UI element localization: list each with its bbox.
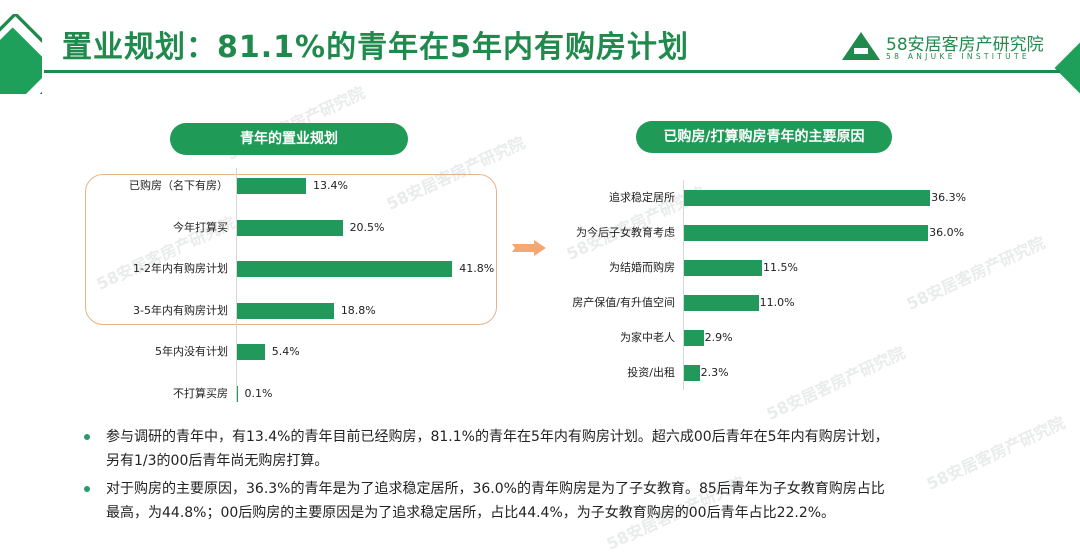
chart-row: 已购房（名下有房） 13.4% (0, 177, 1080, 195)
data-bar (684, 225, 929, 241)
value-label: 13.4% (313, 179, 348, 192)
note-item: 参与调研的青年中，有13.4%的青年目前已经购房，81.1%的青年在5年内有购房… (84, 425, 1044, 473)
left-diamond-decoration (0, 14, 42, 94)
data-bar (684, 365, 700, 381)
value-label: 2.3% (700, 366, 729, 379)
data-bar (237, 261, 453, 277)
chart-row: 3-5年内有购房计划 18.8% (0, 302, 1080, 320)
page-title: 置业规划：81.1%的青年在5年内有购房计划 (62, 30, 689, 65)
title-underline (44, 70, 1060, 73)
category-label: 为结婚而购房 (609, 261, 675, 274)
value-label: 0.1% (244, 386, 273, 400)
note-item: 对于购房的主要原因，36.3%的青年是为了追求稳定居所，36.0%的青年购房是为… (84, 477, 1044, 525)
value-label: 36.0% (929, 226, 965, 239)
left-chart-axis (236, 168, 237, 402)
data-bar (237, 302, 334, 319)
category-label: 5年内没有计划 (155, 345, 228, 358)
right-chart-title: 已购房/打算购房青年的主要原因 (636, 121, 892, 153)
data-bar (237, 344, 265, 360)
bullet-icon (84, 486, 90, 492)
data-bar (237, 178, 306, 194)
value-label: 5.4% (271, 345, 300, 358)
bullet-icon (84, 434, 90, 440)
highlight-box (85, 174, 497, 325)
logo-triangle-cutout (854, 48, 868, 54)
chart-row: 追求稳定居所 36.3% (0, 189, 1080, 207)
category-label: 投资/出租 (627, 366, 675, 379)
chart-row: 为家中老人 2.9% (0, 329, 1080, 347)
value-label: 36.3% (931, 191, 967, 204)
category-label: 为家中老人 (620, 331, 675, 344)
category-label: 不打算买房 (173, 386, 228, 400)
value-label: 20.5% (349, 220, 385, 234)
value-label: 11.0% (759, 296, 795, 309)
right-chart-axis (683, 180, 684, 390)
logo-text-en: 58 ANJUKE INSTITUTE (886, 52, 1030, 61)
category-label: 已购房（名下有房） (129, 179, 228, 192)
chart-row: 为今后子女教育考虑 36.0% (0, 224, 1080, 242)
data-bar (684, 295, 759, 311)
note-line: 另有1/3的00后青年尚无购房打算。 (106, 453, 329, 469)
category-label: 追求稳定居所 (609, 191, 675, 204)
data-bar (684, 190, 931, 206)
category-label: 房产保值/有升值空间 (572, 296, 675, 309)
chart-row: 1-2年内有购房计划 41.8% (0, 260, 1080, 278)
left-chart-title: 青年的置业规划 (170, 123, 408, 155)
value-label: 18.8% (340, 303, 376, 317)
note-line: 对于购房的主要原因，36.3%的青年是为了追求稳定居所，36.0%的青年购房是为… (106, 481, 885, 497)
data-bar (684, 260, 762, 276)
category-label: 为今后子女教育考虑 (576, 226, 675, 239)
chart-row: 为结婚而购房 11.5% (0, 259, 1080, 277)
notes: 参与调研的青年中，有13.4%的青年目前已经购房，81.1%的青年在5年内有购房… (84, 425, 1044, 529)
value-label: 11.5% (762, 261, 798, 274)
brand-logo: 58安居客房产研究院 58 ANJUKE INSTITUTE (842, 30, 1052, 66)
category-label: 今年打算买 (173, 220, 228, 234)
data-bar (684, 330, 704, 346)
category-label: 1-2年内有购房计划 (133, 262, 228, 275)
value-label: 2.9% (704, 331, 733, 344)
arrow-right-icon (512, 240, 546, 256)
right-diamond-decoration (1054, 42, 1080, 94)
note-line: 最高，为44.8%；00后购房的主要原因是为了追求稳定居所，占比44.4%，为子… (106, 505, 836, 521)
logo-triangle-icon (842, 32, 880, 60)
data-bar (237, 219, 343, 236)
chart-row: 不打算买房 0.1% (0, 385, 1080, 403)
chart-row: 今年打算买 20.5% (0, 219, 1080, 237)
category-label: 3-5年内有购房计划 (133, 303, 228, 317)
chart-row: 投资/出租 2.3% (0, 364, 1080, 382)
logo-text-cn: 58安居客房产研究院 (886, 35, 1044, 55)
note-line: 参与调研的青年中，有13.4%的青年目前已经购房，81.1%的青年在5年内有购房… (106, 429, 889, 445)
value-label: 41.8% (459, 262, 495, 275)
data-bar (237, 385, 238, 402)
chart-row: 5年内没有计划 5.4% (0, 343, 1080, 361)
chart-row: 房产保值/有升值空间 11.0% (0, 294, 1080, 312)
